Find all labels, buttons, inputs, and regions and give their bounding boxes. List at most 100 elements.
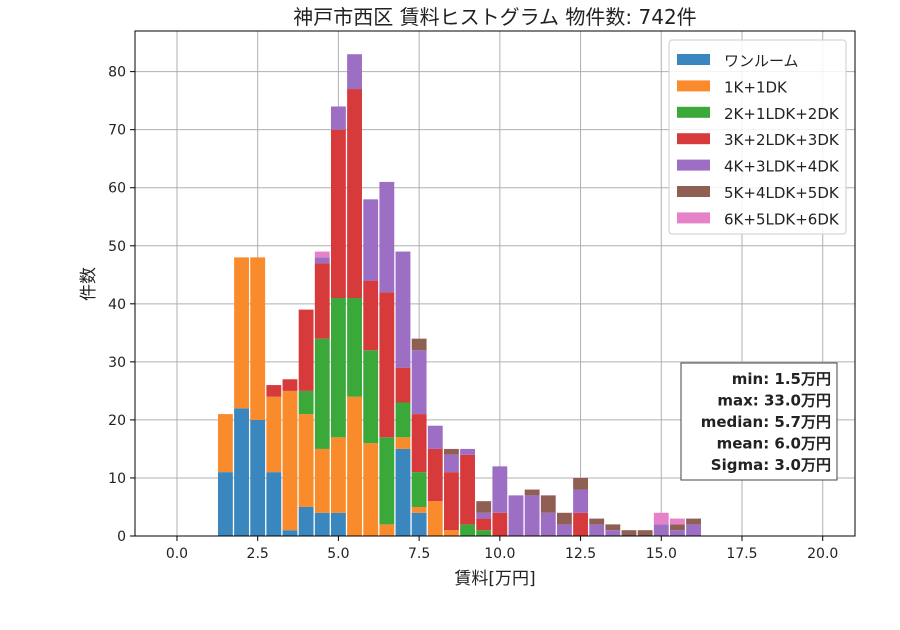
bar-groups xyxy=(217,54,701,536)
histogram-bar xyxy=(669,524,685,531)
legend-frame xyxy=(668,39,847,235)
histogram-bar xyxy=(363,199,379,281)
histogram-bar xyxy=(427,425,443,449)
y-tick-label: 70 xyxy=(108,123,126,139)
legend-swatch xyxy=(677,212,710,224)
series-group xyxy=(217,257,459,536)
x-tick-label: 15.0 xyxy=(646,546,677,562)
histogram-bar xyxy=(395,448,411,536)
histogram-bar xyxy=(363,443,379,536)
series-group xyxy=(298,298,492,536)
histogram-bar xyxy=(347,298,362,397)
histogram-bar xyxy=(330,106,346,130)
histogram-bar xyxy=(298,506,314,536)
y-tick-label: 20 xyxy=(108,413,126,429)
y-tick-label: 60 xyxy=(108,181,126,197)
y-tick-label: 40 xyxy=(108,297,126,313)
y-tick-label: 0 xyxy=(117,529,126,545)
histogram-bar xyxy=(314,257,330,264)
series-group xyxy=(314,251,685,525)
histogram-bar xyxy=(686,518,701,525)
histogram-bar xyxy=(379,524,395,536)
histogram-bar xyxy=(443,472,459,531)
histogram-bar xyxy=(330,437,346,513)
histogram-bar xyxy=(395,251,411,368)
histogram-bar xyxy=(282,530,298,536)
histogram-bar xyxy=(508,495,524,536)
histogram-bar xyxy=(347,396,362,536)
histogram-bar xyxy=(379,181,395,293)
histogram-bar xyxy=(443,454,459,473)
histogram-bar xyxy=(669,518,685,525)
legend-swatch xyxy=(677,54,710,65)
histogram-bar xyxy=(524,489,540,496)
histogram-bar xyxy=(347,89,362,299)
histogram-bar xyxy=(637,530,653,536)
histogram-bar xyxy=(298,414,314,507)
histogram-bar xyxy=(411,472,427,507)
histogram-bar xyxy=(605,524,621,531)
x-tick-label: 20.0 xyxy=(807,546,838,562)
legend-label: ワンルーム xyxy=(724,52,799,70)
legend-label: 2K+1LDK+2DK xyxy=(724,105,840,123)
histogram-bar xyxy=(411,350,427,415)
stats-line: Sigma: 3.0万円 xyxy=(711,456,831,474)
series-group xyxy=(314,54,701,536)
chart-title: 神戸市西区 賃料ヒストグラム 物件数: 742件 xyxy=(293,5,696,29)
histogram-bar xyxy=(653,512,669,525)
x-axis-label: 賃料[万円] xyxy=(454,569,535,589)
histogram-bar xyxy=(298,390,314,415)
histogram-bar xyxy=(427,448,443,502)
legend-swatch xyxy=(677,186,710,197)
histogram-bar xyxy=(298,309,314,391)
histogram-bar xyxy=(556,524,572,536)
plot-frame xyxy=(134,30,856,537)
histogram-bar xyxy=(589,524,605,536)
y-tick-label: 30 xyxy=(108,355,126,371)
histogram-bar xyxy=(556,512,572,525)
histogram-bar xyxy=(476,530,492,536)
histogram-bar xyxy=(347,54,362,90)
stats-line: min: 1.5万円 xyxy=(732,370,831,388)
histogram-bar xyxy=(573,477,588,490)
histogram-bar xyxy=(250,419,266,536)
histogram-bar xyxy=(460,448,475,455)
histogram-bar xyxy=(443,448,459,455)
legend: ワンルーム 1K+1DK 2K+1LDK+2DK 3K+2LDK+3DK 4K+3LDK… xyxy=(668,39,847,235)
legend-swatch xyxy=(677,106,710,118)
histogram-bar xyxy=(476,512,492,519)
histogram-bar xyxy=(379,437,395,525)
histogram-bar xyxy=(330,129,346,299)
histogram-bar xyxy=(411,512,427,536)
y-tick-label: 10 xyxy=(108,471,126,487)
histogram-bar xyxy=(314,512,330,536)
histogram-bar xyxy=(573,512,588,536)
histogram-bar xyxy=(411,506,427,513)
histogram-bar xyxy=(460,454,475,525)
histogram-bar xyxy=(589,518,605,525)
stats-box: min: 1.5万円 max: 33.0万円 median: 5.7万円 mean: … xyxy=(680,362,838,481)
histogram-bar xyxy=(540,512,556,536)
legend-label: 4K+3LDK+4DK xyxy=(724,158,840,176)
y-axis-ticks: 0 10 20 30 40 50 60 70 80 xyxy=(108,65,135,545)
histogram-bar xyxy=(605,530,621,536)
stats-frame xyxy=(680,362,838,481)
histogram-bar xyxy=(427,501,443,536)
histogram-bar xyxy=(363,280,379,351)
histogram-bar xyxy=(540,495,556,513)
histogram-bar xyxy=(411,338,427,351)
x-tick-label: 10.0 xyxy=(484,546,515,562)
histogram-bar xyxy=(363,350,379,444)
histogram-bar xyxy=(395,367,411,403)
histogram-bar xyxy=(653,524,669,536)
histogram-bar xyxy=(476,501,492,513)
x-tick-label: 2.5 xyxy=(247,546,269,562)
stats-line: max: 33.0万円 xyxy=(717,392,831,410)
x-tick-label: 12.5 xyxy=(565,546,596,562)
legend-label: 3K+2LDK+3DK xyxy=(724,131,840,149)
series-group xyxy=(266,89,588,536)
histogram-bar xyxy=(314,338,330,449)
histogram-bar xyxy=(492,512,508,536)
histogram-bar xyxy=(460,524,475,536)
x-tick-label: 0.0 xyxy=(166,546,188,562)
